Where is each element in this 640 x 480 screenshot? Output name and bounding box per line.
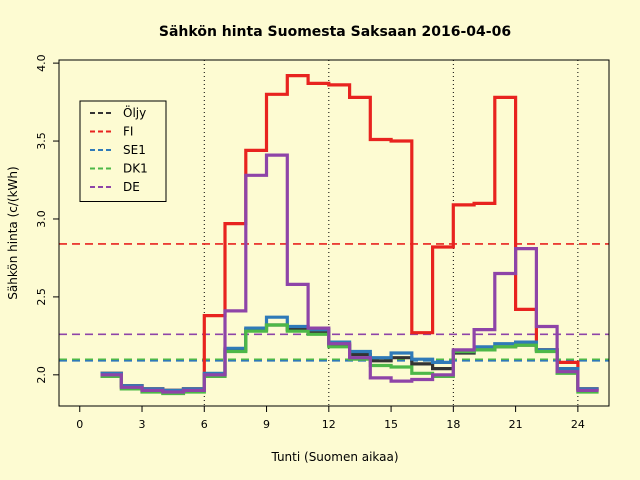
legend-label-2: SE1 [123, 143, 146, 157]
x-tick-label-9: 9 [263, 418, 270, 431]
legend-label-0: Öljy [123, 104, 146, 120]
legend-box [79, 100, 167, 202]
x-tick-label-3: 3 [139, 418, 146, 431]
plot-frame [58, 59, 610, 407]
chart-title: Sähkön hinta Suomesta Saksaan 2016-04-06 [159, 24, 511, 40]
y-tick-label-4: 4.0 [35, 54, 48, 72]
y-axis-label: Sähkön hinta (c/(kWh) [6, 166, 20, 299]
x-tick-label-21: 21 [509, 418, 523, 431]
y-tick-label-3: 3.5 [35, 132, 48, 150]
x-tick-label-18: 18 [446, 418, 460, 431]
y-tick-label-0: 2.0 [35, 366, 48, 384]
legend-label-1: FI [123, 125, 133, 139]
y-tick-label-1: 2.5 [35, 288, 48, 306]
x-tick-label-24: 24 [571, 418, 585, 431]
legend: Öljy FI SE1 DK1 DE [79, 100, 167, 202]
y-tick-label-2: 3.0 [35, 210, 48, 228]
x-axis-label: Tunti (Suomen aikaa) [270, 450, 398, 464]
series-line-4 [100, 153, 599, 394]
legend-label-3: DK1 [123, 162, 148, 176]
x-tick-label-6: 6 [201, 418, 208, 431]
legend-label-4: DE [123, 180, 140, 194]
x-tick-label-0: 0 [76, 418, 83, 431]
plot-area: 0 3 6 9 12 15 18 21 24 2.0 2.5 3.0 3.5 4.0 [35, 54, 610, 431]
x-tick-label-12: 12 [322, 418, 336, 431]
x-tick-label-15: 15 [384, 418, 398, 431]
